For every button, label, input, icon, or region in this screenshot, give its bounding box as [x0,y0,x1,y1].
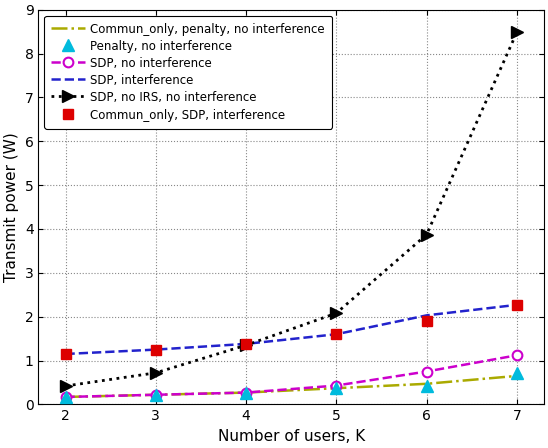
Commun_only, penalty, no interference [333,385,340,391]
SDP, no IRS, no interference [152,370,159,375]
Line: Commun_only, penalty, no interference: Commun_only, penalty, no interference [66,376,517,397]
Commun_only, SDP, interference [62,351,69,357]
SDP, interference [152,347,159,352]
SDP, no interference [423,369,430,374]
Commun_only, SDP, interference [333,332,340,337]
SDP, no interference [513,353,520,358]
Line: SDP, interference: SDP, interference [66,305,517,354]
SDP, no interference [333,383,340,388]
SDP, interference [62,351,69,357]
Commun_only, SDP, interference [243,341,249,347]
SDP, no IRS, no interference [62,383,69,389]
SDP, interference [423,313,430,318]
Commun_only, SDP, interference [423,319,430,324]
X-axis label: Number of users, K: Number of users, K [218,429,365,444]
SDP, no interference [243,390,249,395]
SDP, interference [243,341,249,347]
Line: Penalty, no interference: Penalty, no interference [60,367,522,402]
Commun_only, penalty, no interference [152,392,159,397]
Penalty, no interference [62,394,69,400]
SDP, no IRS, no interference [333,310,340,316]
Commun_only, SDP, interference [152,347,159,352]
Penalty, no interference [423,383,430,388]
SDP, no IRS, no interference [423,232,430,237]
Y-axis label: Transmit power (W): Transmit power (W) [4,132,19,282]
Commun_only, penalty, no interference [62,394,69,400]
Penalty, no interference [152,392,159,397]
Line: Commun_only, SDP, interference: Commun_only, SDP, interference [61,300,522,359]
SDP, no IRS, no interference [513,30,520,35]
Commun_only, penalty, no interference [513,373,520,379]
Commun_only, penalty, no interference [423,381,430,387]
Commun_only, SDP, interference [513,302,520,307]
SDP, no interference [62,394,69,400]
Line: SDP, no interference: SDP, no interference [61,350,522,402]
Legend: Commun_only, penalty, no interference, Penalty, no interference, SDP, no interfe: Commun_only, penalty, no interference, P… [44,16,332,129]
Penalty, no interference [243,390,249,395]
SDP, interference [333,332,340,337]
Penalty, no interference [513,370,520,375]
Line: SDP, no IRS, no interference: SDP, no IRS, no interference [59,26,523,392]
SDP, no interference [152,392,159,397]
Penalty, no interference [333,385,340,391]
Commun_only, penalty, no interference [243,390,249,395]
SDP, interference [513,302,520,307]
SDP, no IRS, no interference [243,343,249,348]
